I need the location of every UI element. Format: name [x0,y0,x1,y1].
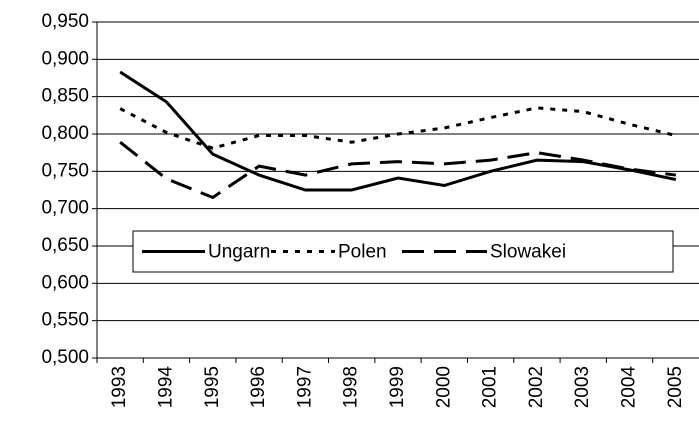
x-tick-label: 1994 [155,366,176,409]
y-tick-label: 0,950 [41,11,89,32]
y-tick-label: 0,750 [41,160,89,181]
y-tick-label: 0,900 [41,48,89,69]
x-tick-label: 1997 [294,366,315,408]
x-tick-label: 2002 [526,366,547,408]
x-tick-label: 1996 [248,366,269,408]
y-tick-label: 0,700 [41,198,89,219]
x-tick-label: 2005 [665,366,686,408]
series-line [119,141,677,200]
series-line [119,106,677,150]
y-tick-label: 0,550 [41,310,89,331]
legend-label: Polen [338,242,387,263]
x-tick-label: 1995 [202,366,223,408]
y-tick-label: 0,600 [41,272,89,293]
y-tick-label: 0,850 [41,86,89,107]
x-tick-label: 1998 [341,366,362,408]
x-tick-label: 2000 [433,366,454,408]
y-tick-label: 0,500 [41,347,89,368]
x-tick-label: 2001 [480,366,501,408]
x-tick-label: 2004 [619,366,640,409]
series-line [119,70,677,192]
legend-label: Ungarn [208,242,270,263]
y-tick-label: 0,800 [41,123,89,144]
x-tick-label: 2003 [572,366,593,408]
x-tick-label: 1993 [109,366,130,408]
x-tick-label: 1999 [387,366,408,408]
y-tick-label: 0,650 [41,235,89,256]
legend-label: Slowakei [490,242,566,263]
